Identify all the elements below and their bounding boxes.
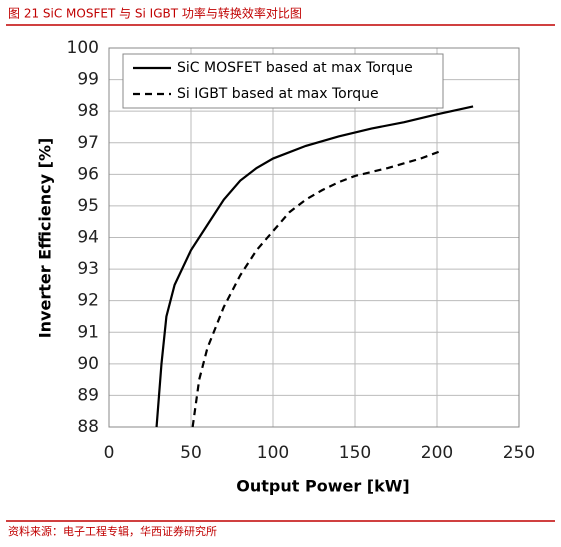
- y-tick-label: 97: [77, 133, 99, 153]
- x-axis-label: Output Power [kW]: [236, 477, 409, 496]
- y-tick-label: 94: [77, 228, 99, 248]
- x-tick-label: 50: [180, 443, 202, 463]
- y-tick-label: 96: [77, 164, 99, 184]
- legend-label: SiC MOSFET based at max Torque: [177, 60, 413, 76]
- x-tick-label: 0: [104, 443, 115, 463]
- x-tick-label: 200: [421, 443, 453, 463]
- y-tick-label: 92: [77, 291, 99, 311]
- line: [191, 149, 443, 428]
- y-axis-label: Inverter Efficiency [%]: [36, 138, 55, 339]
- y-tick-label: 89: [77, 385, 99, 405]
- line: [155, 105, 474, 428]
- x-tick-label: 100: [257, 443, 289, 463]
- x-tick-label: 250: [503, 443, 535, 463]
- plot-frame: [108, 47, 520, 428]
- y-tick-label: 91: [77, 322, 99, 342]
- y-tick-label: 90: [77, 354, 99, 374]
- source: 资料来源：电子工程专辑，华西证券研究所: [8, 524, 217, 538]
- y-tick-label: 98: [77, 101, 99, 121]
- y-tick-label: 100: [67, 38, 99, 58]
- x-tick-label: 150: [339, 443, 371, 463]
- y-tick-label: 95: [77, 196, 99, 216]
- legend-box: [122, 53, 444, 109]
- y-tick-label: 99: [77, 70, 99, 90]
- legend-label: Si IGBT based at max Torque: [177, 86, 379, 102]
- y-tick-label: 93: [77, 259, 99, 279]
- figure-title: 图 21 SiC MOSFET 与 Si IGBT 功率与转换效率对比图: [8, 6, 302, 21]
- y-tick-label: 88: [77, 417, 99, 437]
